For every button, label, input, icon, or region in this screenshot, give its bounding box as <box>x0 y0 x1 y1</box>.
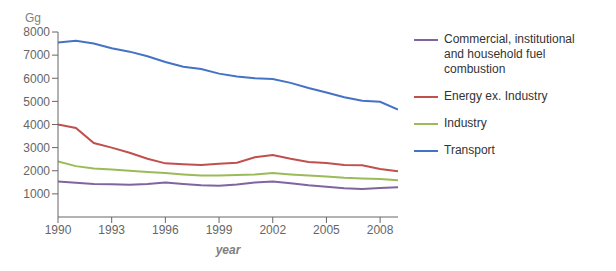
svg-text:4000: 4000 <box>23 118 50 132</box>
svg-text:1000: 1000 <box>23 187 50 201</box>
svg-text:1990: 1990 <box>45 223 72 237</box>
svg-text:7000: 7000 <box>23 48 50 62</box>
html-text:Industry: Industry <box>444 116 487 130</box>
html-text:Commercial, institutional and: Commercial, institutional and household … <box>444 32 575 76</box>
svg-text:2000: 2000 <box>23 164 50 178</box>
svg-text:3000: 3000 <box>23 141 50 155</box>
svg-text:2002: 2002 <box>259 223 286 237</box>
svg-text:2008: 2008 <box>367 223 394 237</box>
svg-text:1993: 1993 <box>98 223 125 237</box>
svg-text:2005: 2005 <box>313 223 340 237</box>
svg-text:1999: 1999 <box>206 223 233 237</box>
svg-text:8000: 8000 <box>23 25 50 39</box>
html-text:Energy ex. Industry: Energy ex. Industry <box>444 89 548 103</box>
svg-text:1996: 1996 <box>152 223 179 237</box>
svg-text:6000: 6000 <box>23 72 50 86</box>
svg-text:Gg: Gg <box>25 11 41 25</box>
svg-text:5000: 5000 <box>23 95 50 109</box>
html-text:Transport: Transport <box>444 143 495 157</box>
svg-text:year: year <box>215 243 242 257</box>
